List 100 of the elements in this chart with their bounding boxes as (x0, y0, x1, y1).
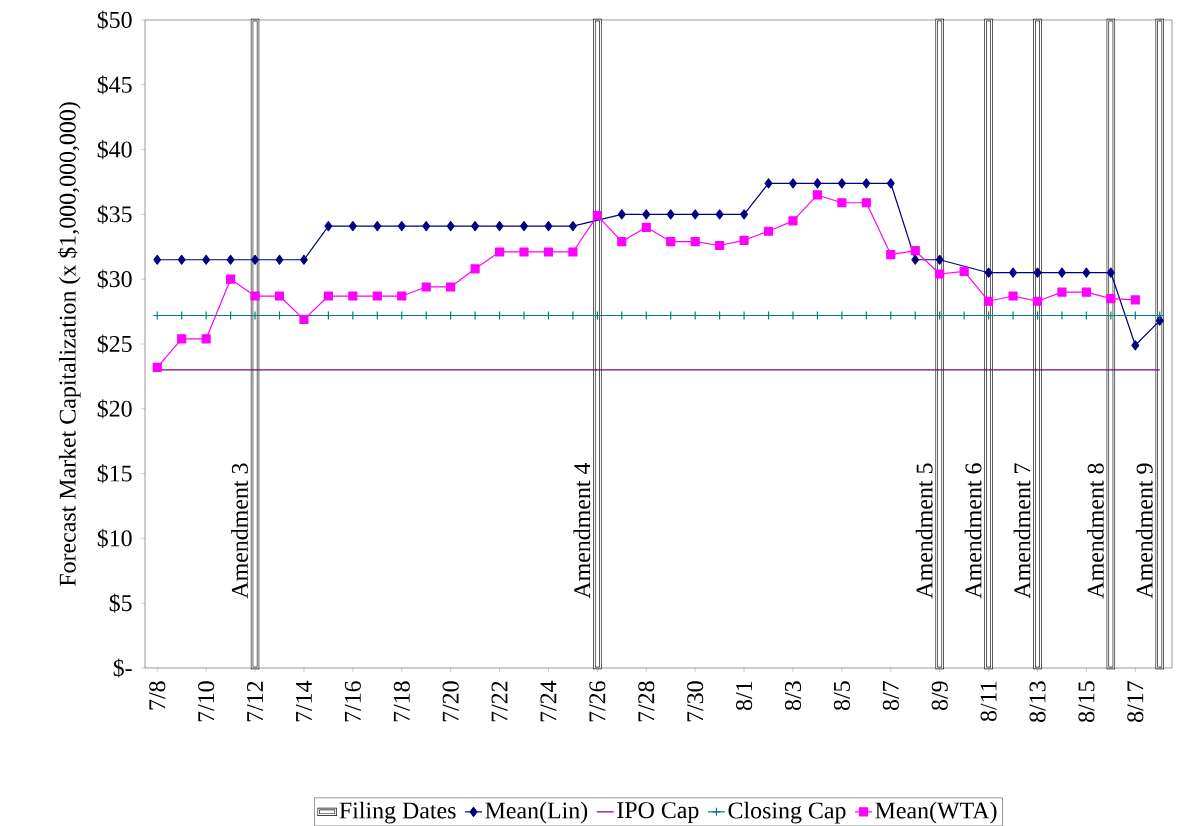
point (324, 220, 333, 232)
legend-label: Mean(Lin) (485, 801, 588, 824)
point (519, 247, 529, 257)
point (911, 254, 920, 265)
point (471, 220, 480, 232)
point (739, 235, 749, 245)
point (275, 254, 284, 265)
x-tick-label: 7/26 (589, 681, 606, 722)
x-tick-label: 7/10 (198, 681, 215, 722)
point (1082, 267, 1091, 278)
point (1009, 267, 1018, 278)
point (666, 236, 676, 247)
point (421, 282, 431, 292)
y-tick-label: $30 (97, 269, 132, 289)
annotation: Amendment 9 (1135, 463, 1153, 599)
point (666, 209, 675, 220)
point (299, 314, 309, 324)
point (372, 291, 382, 301)
legend-label: Closing Cap (728, 801, 846, 824)
point (959, 266, 969, 276)
point (690, 236, 700, 247)
point (812, 190, 823, 200)
y-tick-label: $25 (97, 334, 132, 354)
y-tick-label: $40 (97, 139, 132, 160)
point (764, 178, 773, 189)
x-tick-label: 7/24 (540, 680, 557, 722)
point (495, 220, 504, 232)
point (1057, 287, 1067, 297)
point (935, 254, 944, 265)
x-tick-label: 7/30 (687, 681, 704, 722)
point (1057, 267, 1066, 278)
point (715, 209, 724, 220)
x-tick-label: 8/13 (1029, 681, 1046, 722)
point (251, 254, 259, 265)
point (861, 198, 871, 208)
point (177, 334, 187, 344)
point (568, 220, 577, 232)
point (397, 291, 407, 301)
point (592, 211, 602, 221)
point (813, 178, 822, 189)
point (373, 220, 382, 232)
point (763, 226, 774, 236)
point (1106, 267, 1115, 278)
point (862, 178, 871, 189)
legend-label: Filing Dates (339, 801, 456, 824)
x-tick-label: 7/16 (344, 681, 361, 722)
point (910, 246, 920, 256)
point (740, 209, 749, 220)
annotation: Amendment 6 (964, 463, 982, 599)
point (299, 254, 308, 265)
point (715, 240, 725, 251)
point (250, 291, 260, 301)
point (1130, 295, 1140, 305)
point (886, 178, 895, 189)
legend-label: Mean(WTA) (875, 801, 997, 824)
point (446, 282, 456, 292)
point (1032, 296, 1043, 306)
point (1008, 291, 1018, 301)
point (226, 274, 236, 284)
x-tick-label: 7/18 (393, 681, 410, 722)
x-tick-label: 7/20 (442, 681, 459, 722)
point (422, 220, 431, 232)
y-tick-label: $50 (97, 10, 132, 30)
point (348, 220, 357, 232)
legend-label: IPO Cap (617, 802, 699, 824)
point (177, 254, 186, 265)
x-tick-label: 7/28 (638, 681, 655, 722)
x-tick-label: 8/5 (833, 681, 850, 710)
point (544, 220, 553, 232)
point (837, 178, 846, 189)
point (617, 209, 626, 220)
y-tick-label: $- (113, 658, 132, 678)
x-tick-label: 8/15 (1078, 681, 1095, 722)
point (543, 247, 554, 257)
point (789, 178, 797, 189)
annotation: Amendment 4 (573, 462, 591, 599)
x-tick-label: 7/12 (247, 681, 264, 722)
annotation: Amendment 8 (1086, 463, 1104, 599)
point (568, 247, 578, 257)
point (1155, 315, 1164, 326)
point (274, 291, 285, 301)
point (152, 362, 162, 372)
y-tick-label: $5 (109, 593, 132, 613)
annotation: Amendment 3 (231, 463, 248, 599)
annotation: Amendment 5 (915, 463, 933, 599)
point (397, 220, 406, 232)
annotation: Amendment 7 (1013, 463, 1031, 599)
point (494, 247, 505, 257)
y-axis-title: Forecast Market Capitalization (x $1,000,000,000) (58, 102, 81, 586)
point (1033, 267, 1042, 278)
y-tick-label: $15 (97, 463, 132, 484)
x-tick-label: 8/3 (784, 681, 802, 710)
point (202, 254, 211, 265)
y-tick-label: $45 (97, 75, 132, 95)
point (348, 291, 358, 301)
point (617, 236, 627, 247)
point (201, 334, 211, 344)
point (323, 291, 333, 301)
point (1081, 287, 1091, 297)
y-tick-label: $35 (97, 204, 132, 224)
